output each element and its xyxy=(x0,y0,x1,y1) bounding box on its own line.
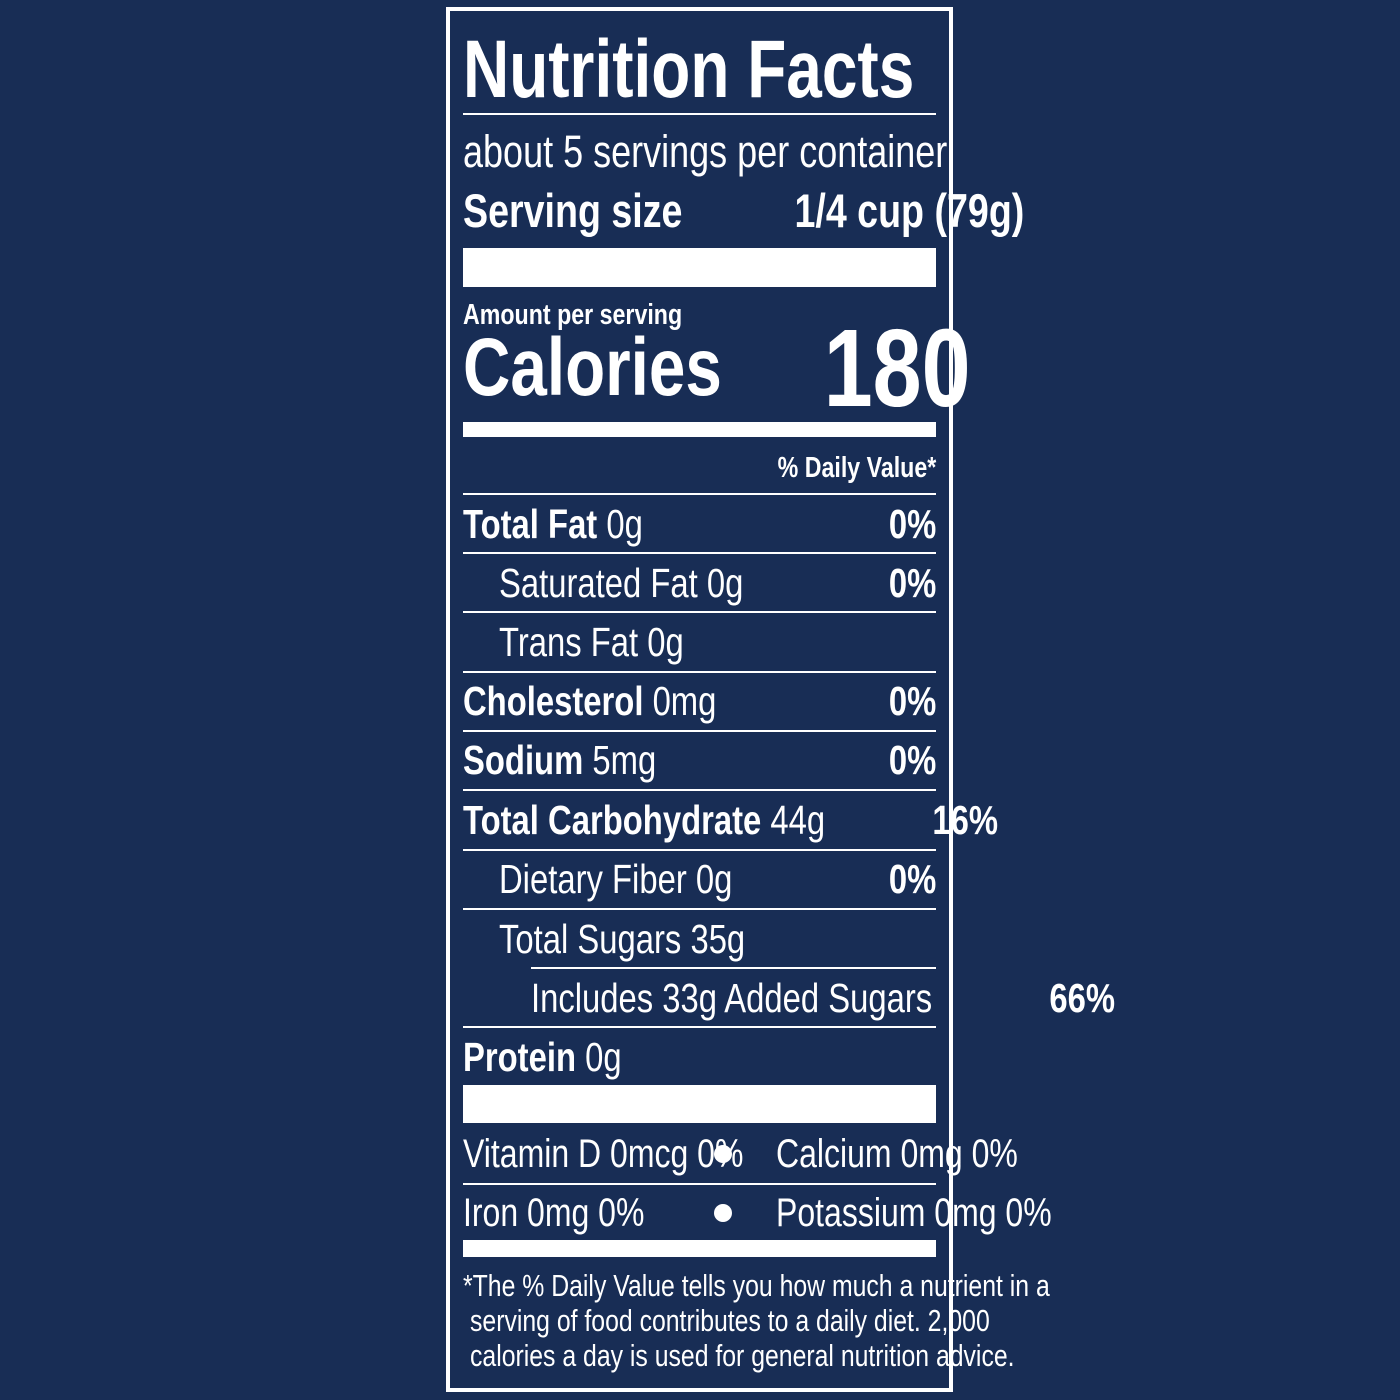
nutrient-row-saturated-fat: Saturated Fat 0g 0% xyxy=(499,559,936,607)
nutrient-row-sodium: Sodium 5mg 0% xyxy=(463,736,936,784)
nutrient-amount: 0g xyxy=(606,500,643,547)
title-row: Nutrition Facts xyxy=(463,24,936,115)
thick-divider xyxy=(463,1085,936,1123)
nutrient-amount: 0g xyxy=(706,559,744,606)
nutrient-name: Total Sugars xyxy=(499,915,682,962)
divider xyxy=(463,789,936,791)
nutrient-amount: 35g xyxy=(690,915,746,962)
nutrient-dv: 16% xyxy=(932,796,998,843)
micronutrient-row: Vitamin D 0mcg 0% Calcium 0mg 0% xyxy=(463,1130,1018,1178)
amount-per-serving: Amount per serving xyxy=(463,298,683,331)
footnote-line: *The % Daily Value tells you how much a … xyxy=(463,1268,1050,1304)
footnote-text: calories a day is used for general nutri… xyxy=(470,1338,1015,1373)
nutrient-row-total-sugars: Total Sugars 35g xyxy=(499,915,936,963)
thick-divider xyxy=(463,248,936,287)
micronutrient-vitamin-d: Vitamin D 0mcg 0% xyxy=(463,1131,744,1176)
serving-size-row: Serving size 1/4 cup (79g) xyxy=(463,183,1025,237)
calories-label: Calories xyxy=(463,322,722,413)
calories-row: Calories 180 xyxy=(463,307,970,430)
nutrient-row-dietary-fiber: Dietary Fiber 0g 0% xyxy=(499,855,936,903)
nutrient-dv: 0% xyxy=(888,559,936,606)
nutrient-row-total-fat: Total Fat 0g 0% xyxy=(463,500,936,548)
nutrient-name: Protein xyxy=(463,1033,576,1080)
daily-value-header: % Daily Value* xyxy=(777,451,936,484)
servings-row: about 5 servings per container xyxy=(463,126,947,178)
divider xyxy=(463,730,936,732)
serving-size-label: Serving size xyxy=(463,183,683,237)
bullet-icon xyxy=(713,1204,732,1222)
divider xyxy=(463,611,936,613)
micronutrient-iron: Iron 0mg 0% xyxy=(463,1190,645,1235)
divider xyxy=(463,671,936,673)
medium-divider xyxy=(463,422,936,437)
nutrient-name: Trans Fat xyxy=(499,618,639,665)
medium-divider xyxy=(463,1240,936,1257)
divider xyxy=(463,908,936,910)
nutrient-row-total-carbohydrate: Total Carbohydrate 44g 16% xyxy=(463,796,998,844)
footnote-line: serving of food contributes to a daily d… xyxy=(470,1303,990,1339)
nutrient-dv: 66% xyxy=(1048,974,1115,1021)
serving-size-value: 1/4 cup (79g) xyxy=(794,183,1025,237)
divider xyxy=(463,493,936,495)
label-title: Nutrition Facts xyxy=(463,24,915,115)
amount-per-serving-row: Amount per serving xyxy=(463,298,936,332)
nutrient-name: Dietary Fiber xyxy=(499,855,687,902)
bullet-icon xyxy=(713,1145,732,1163)
divider xyxy=(463,1026,936,1028)
nutrient-amount: 44g xyxy=(770,796,826,843)
micronutrient-calcium: Calcium 0mg 0% xyxy=(776,1131,1018,1176)
divider xyxy=(463,113,936,115)
footnote-text: *The % Daily Value tells you how much a … xyxy=(463,1268,1050,1303)
footnote-line: calories a day is used for general nutri… xyxy=(470,1338,1015,1374)
nutrient-row-protein: Protein 0g xyxy=(463,1033,936,1081)
divider xyxy=(463,1183,936,1185)
nutrient-name: Total Carbohydrate xyxy=(463,796,762,843)
calories-value: 180 xyxy=(823,306,971,430)
nutrient-amount: 5mg xyxy=(592,736,657,783)
micronutrient-row: Iron 0mg 0% Potassium 0mg 0% xyxy=(463,1189,1052,1237)
nutrient-name: Saturated Fat xyxy=(499,559,698,606)
divider xyxy=(463,552,936,554)
nutrient-row-added-sugars: Includes 33g Added Sugars 66% xyxy=(531,974,1115,1022)
divider xyxy=(531,967,936,969)
nutrient-amount: 0g xyxy=(585,1033,622,1080)
nutrient-dv: 0% xyxy=(888,500,936,547)
servings-per-container: about 5 servings per container xyxy=(463,126,948,177)
nutrient-amount: 0g xyxy=(647,618,684,665)
daily-value-header-row: % Daily Value* xyxy=(463,450,936,486)
nutrient-name: Sodium xyxy=(463,736,584,783)
nutrient-name: Includes 33g Added Sugars xyxy=(531,974,933,1021)
nutrient-row-cholesterol: Cholesterol 0mg 0% xyxy=(463,677,936,725)
nutrient-dv: 0% xyxy=(888,736,936,783)
nutrient-name: Total Fat xyxy=(463,500,598,547)
micronutrient-potassium: Potassium 0mg 0% xyxy=(776,1190,1052,1235)
nutrition-label xyxy=(446,7,953,1392)
nutrient-dv: 0% xyxy=(888,855,936,902)
nutrient-amount: 0mg xyxy=(652,677,717,724)
nutrient-name: Cholesterol xyxy=(463,677,644,724)
nutrient-amount: 0g xyxy=(695,855,733,902)
nutrient-dv: 0% xyxy=(888,677,936,724)
divider xyxy=(463,849,936,851)
footnote-text: serving of food contributes to a daily d… xyxy=(470,1303,990,1338)
nutrient-row-trans-fat: Trans Fat 0g xyxy=(499,618,936,666)
